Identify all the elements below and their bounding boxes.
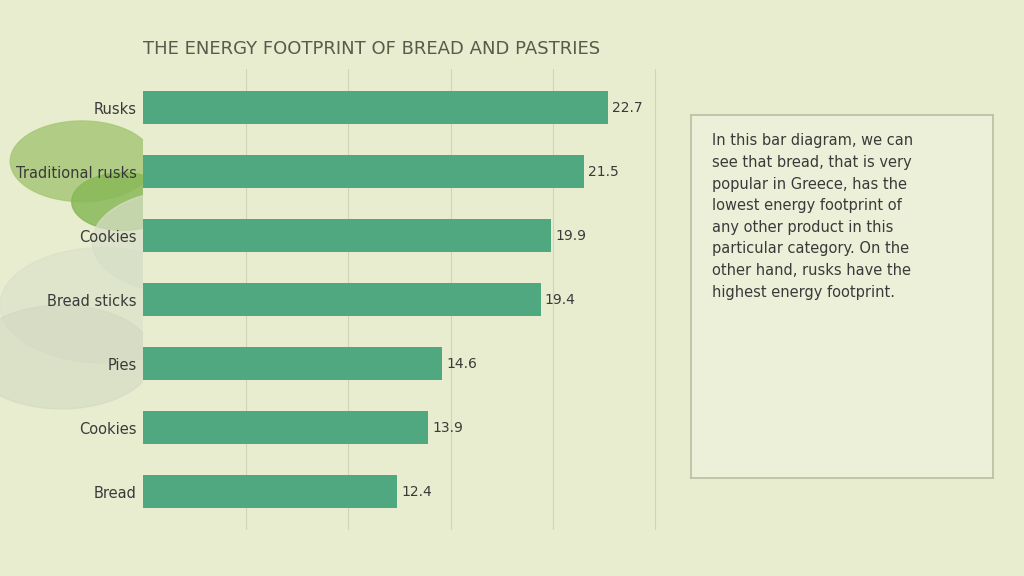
Text: 13.9: 13.9 [432,420,463,434]
Bar [143,347,442,380]
Text: 19.9: 19.9 [555,229,586,242]
Bar [143,475,397,508]
Text: 14.6: 14.6 [446,357,477,370]
Text: THE ENERGY FOOTPRINT OF BREAD AND PASTRIES: THE ENERGY FOOTPRINT OF BREAD AND PASTRI… [143,40,600,58]
Bar [143,411,428,444]
Bar [143,155,584,188]
Text: 12.4: 12.4 [401,484,432,498]
Text: 21.5: 21.5 [588,165,618,179]
Bar [143,91,608,124]
Bar [143,219,551,252]
Text: 22.7: 22.7 [612,101,643,115]
Text: 19.4: 19.4 [545,293,575,306]
Bar [143,283,541,316]
Text: In this bar diagram, we can
see that bread, that is very
popular in Greece, has : In this bar diagram, we can see that bre… [713,134,913,300]
